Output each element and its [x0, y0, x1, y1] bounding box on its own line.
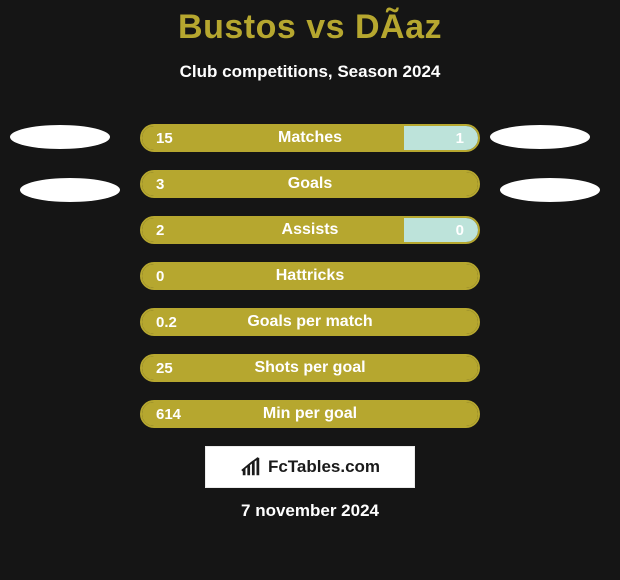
date-label: 7 november 2024 [0, 501, 620, 521]
attribution-badge: FcTables.com [205, 446, 415, 488]
stat-label: Assists [142, 218, 478, 242]
stat-row: 25Shots per goal [140, 354, 480, 382]
stat-row: 614Min per goal [140, 400, 480, 428]
stat-label: Shots per goal [142, 356, 478, 380]
stat-row: 151Matches [140, 124, 480, 152]
stat-label: Matches [142, 126, 478, 150]
chart-icon [240, 456, 262, 478]
player-marker-3 [500, 178, 600, 202]
page-title: Bustos vs DÃ­az [0, 8, 620, 47]
stat-row: 0Hattricks [140, 262, 480, 290]
player-marker-1 [20, 178, 120, 202]
attribution-text: FcTables.com [268, 457, 380, 477]
stat-row: 20Assists [140, 216, 480, 244]
stat-label: Goals [142, 172, 478, 196]
stat-label: Min per goal [142, 402, 478, 426]
player-marker-2 [490, 125, 590, 149]
stat-row: 3Goals [140, 170, 480, 198]
comparison-infographic: Bustos vs DÃ­az Club competitions, Seaso… [0, 0, 620, 580]
player-marker-0 [10, 125, 110, 149]
subtitle: Club competitions, Season 2024 [0, 62, 620, 82]
stat-label: Goals per match [142, 310, 478, 334]
stat-label: Hattricks [142, 264, 478, 288]
stat-row: 0.2Goals per match [140, 308, 480, 336]
